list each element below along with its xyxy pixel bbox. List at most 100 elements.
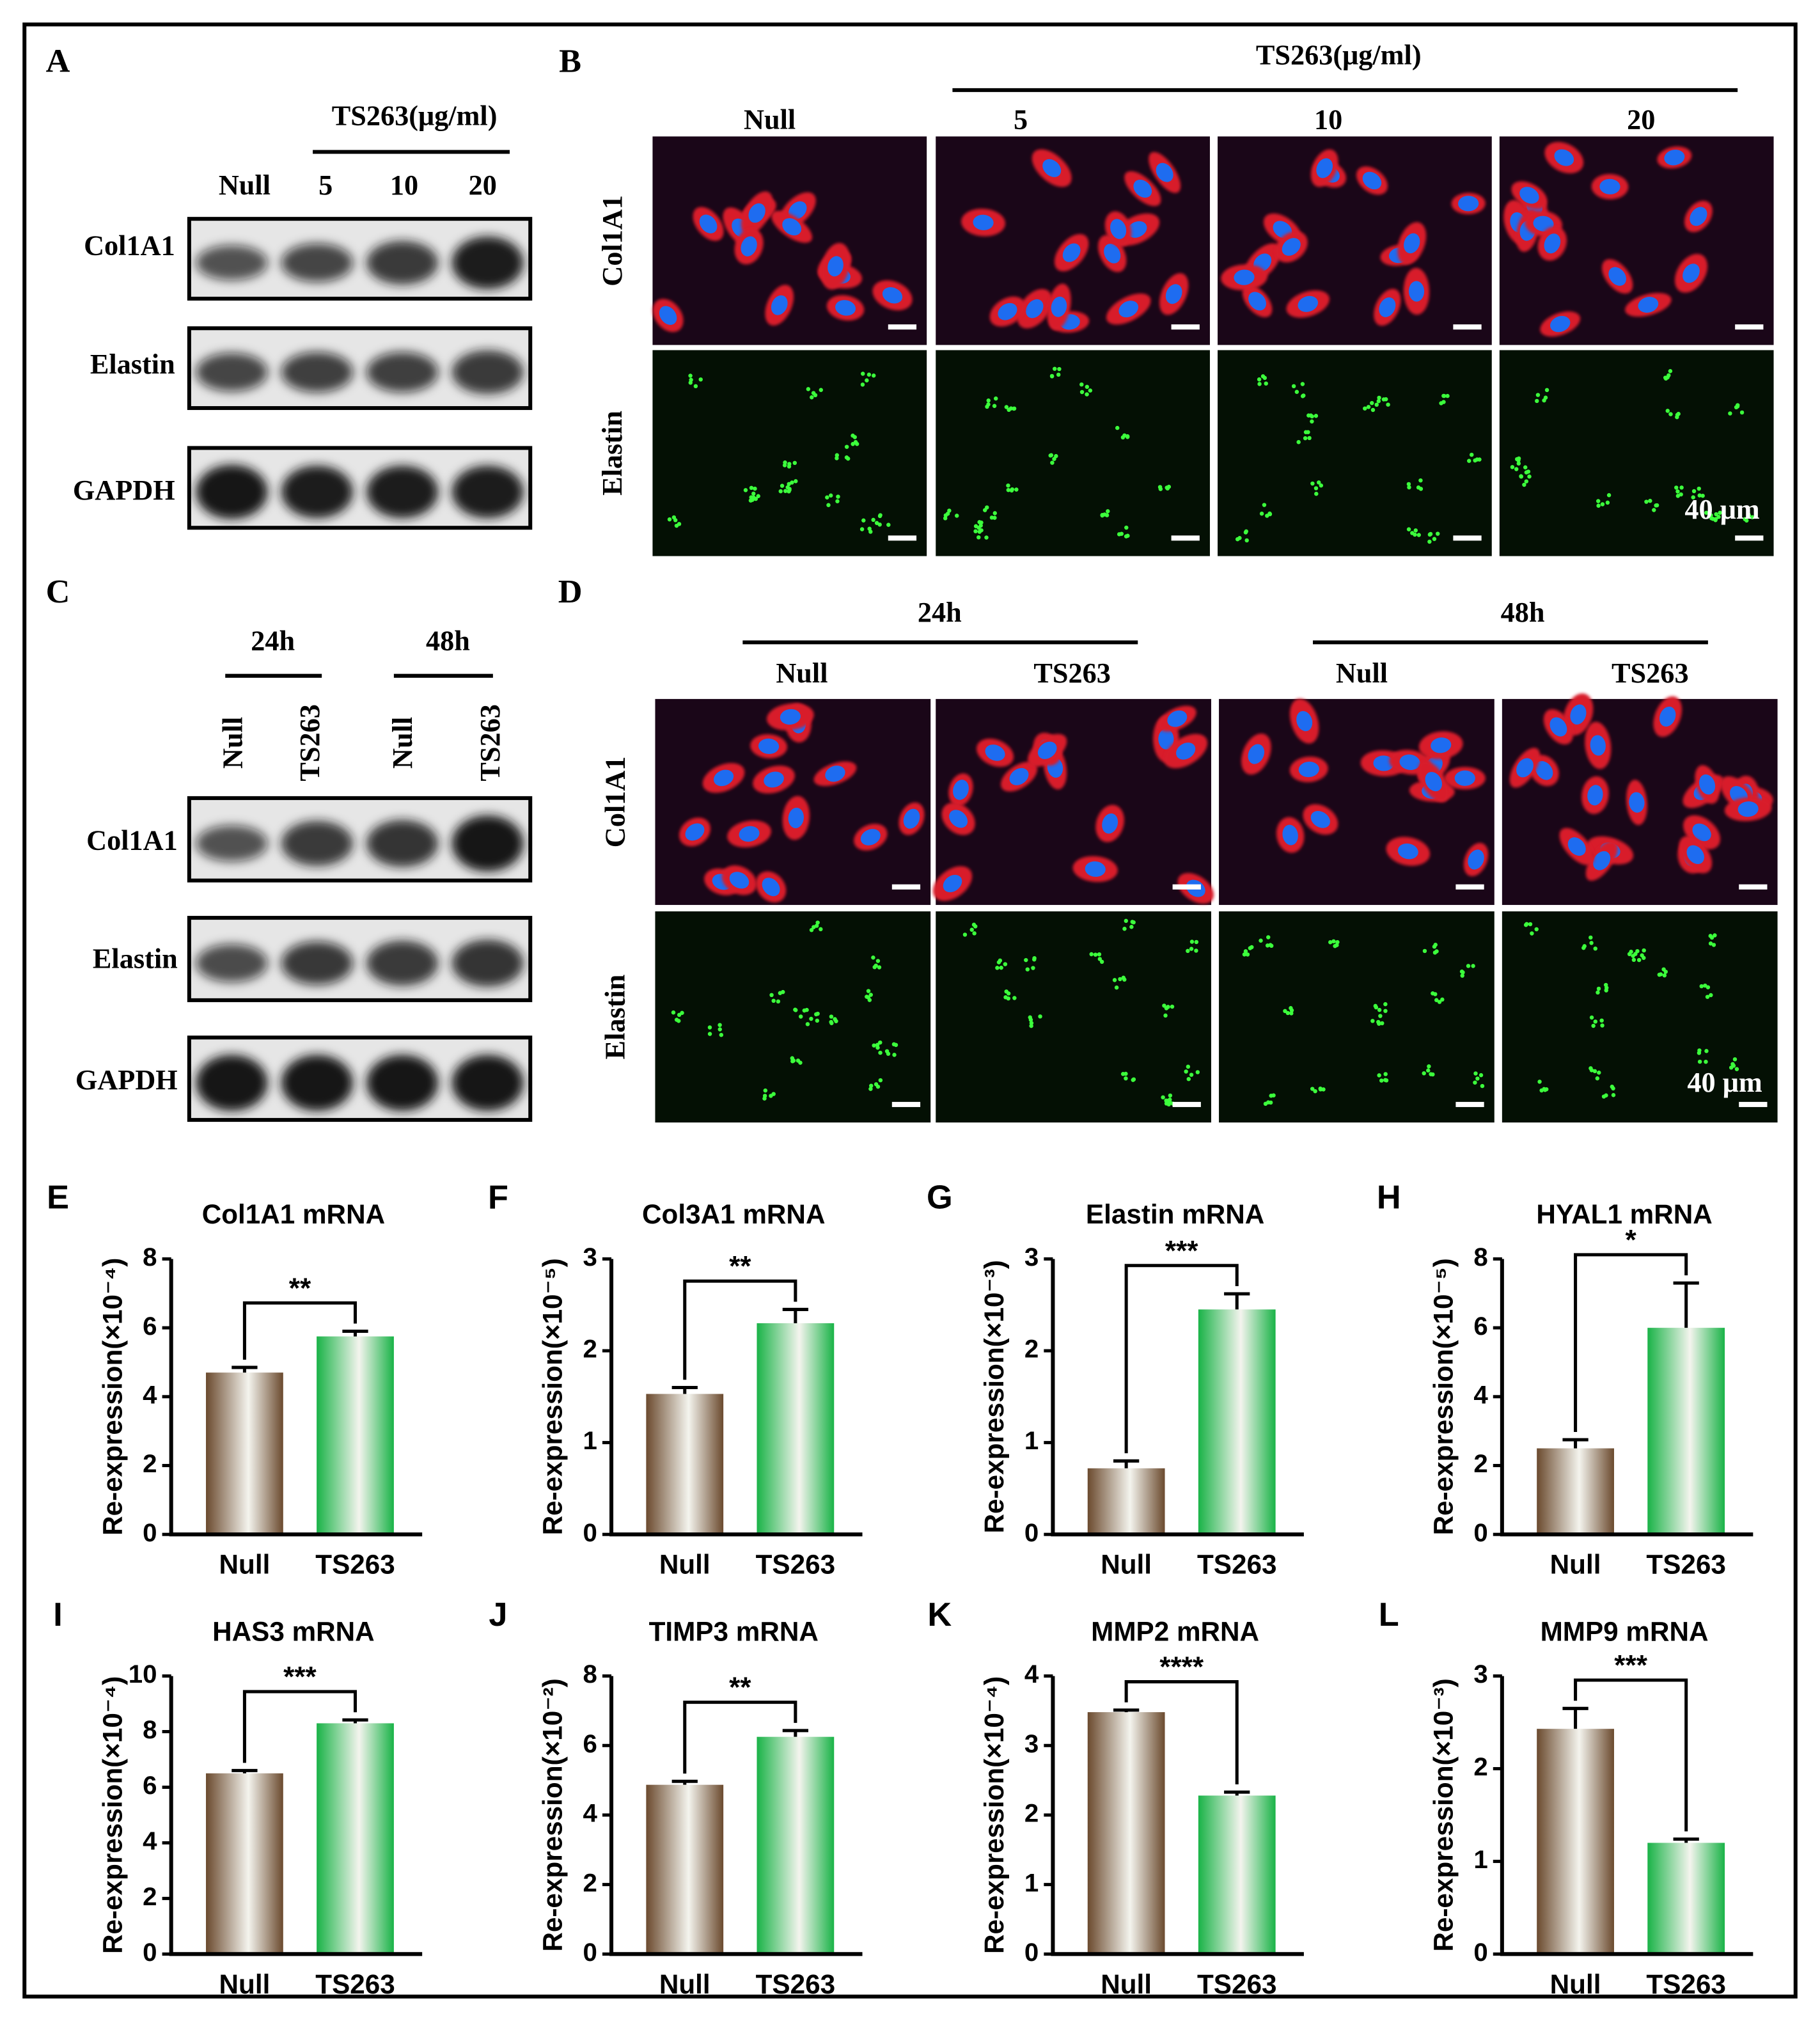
granule	[1700, 493, 1705, 498]
granule	[1120, 1072, 1126, 1076]
significance-label: *	[1626, 1224, 1637, 1255]
nucleus	[1659, 706, 1676, 727]
micrograph-bg	[1219, 911, 1494, 1123]
x-tick-label: Null	[659, 1550, 710, 1580]
granule	[1480, 1083, 1485, 1089]
granule	[1527, 474, 1532, 479]
granule	[866, 989, 871, 993]
granule	[1431, 1072, 1435, 1077]
y-tick-label: 6	[143, 1771, 157, 1800]
granule	[1661, 967, 1666, 971]
nucleus	[1404, 233, 1420, 254]
micrograph	[936, 136, 1210, 345]
granule	[1189, 1073, 1194, 1077]
nucleus	[1516, 758, 1534, 778]
nucleus	[1683, 263, 1700, 283]
nucleus	[1599, 178, 1620, 194]
granule	[836, 494, 840, 499]
granule	[1004, 989, 1008, 994]
granule	[1170, 1004, 1175, 1009]
granule	[878, 1078, 883, 1083]
granule	[1386, 402, 1390, 407]
y-tick-label: 10	[129, 1660, 157, 1688]
granule	[892, 1053, 897, 1057]
granule	[859, 527, 865, 531]
micrograph	[936, 911, 1211, 1123]
granule	[1648, 498, 1652, 503]
granule	[875, 1042, 880, 1047]
granule	[871, 955, 875, 960]
nucleus	[1535, 761, 1553, 780]
granule	[1475, 1076, 1480, 1081]
significance-label: **	[729, 1672, 751, 1703]
y-tick-label: 4	[1024, 1660, 1039, 1688]
granule	[1124, 918, 1129, 924]
granule	[1004, 405, 1009, 409]
granule	[1705, 995, 1710, 999]
granule	[805, 1022, 810, 1026]
panel-label: F	[488, 1179, 508, 1216]
nucleus	[771, 295, 788, 315]
granule	[688, 374, 693, 378]
granule	[1709, 513, 1713, 517]
error-bar	[1673, 1837, 1699, 1843]
y-tick-label: 6	[1473, 1312, 1487, 1341]
granule	[811, 391, 816, 395]
granule	[1313, 1089, 1317, 1094]
granule	[1122, 433, 1127, 438]
granule	[1242, 952, 1247, 957]
granule	[1708, 941, 1713, 946]
micrograph-bg	[652, 136, 927, 345]
granule	[1627, 952, 1632, 957]
error-bar	[231, 1768, 258, 1773]
granule	[1610, 1084, 1615, 1089]
granule	[1746, 514, 1752, 518]
granule	[780, 484, 785, 488]
granule	[1097, 957, 1102, 961]
y-tick-label: 0	[583, 1938, 597, 1967]
granule	[867, 372, 872, 377]
granule	[1510, 465, 1515, 469]
nucleus	[1316, 158, 1333, 178]
lane-label: 5	[318, 169, 333, 201]
granule	[875, 1084, 881, 1089]
nucleus	[1454, 770, 1475, 786]
granule	[809, 927, 814, 932]
granule	[1679, 485, 1684, 490]
granule	[1631, 954, 1635, 958]
y-tick-label: 8	[143, 1243, 157, 1271]
nucleus	[1664, 149, 1685, 166]
granule	[1662, 973, 1667, 978]
x-tick-label: TS263	[1197, 1550, 1276, 1580]
bar	[757, 1323, 835, 1535]
granule	[867, 526, 872, 531]
error-bar	[231, 1365, 258, 1373]
granule	[852, 435, 857, 439]
significance-bracket	[1574, 1678, 1688, 1832]
granule	[1731, 1064, 1736, 1068]
granule	[798, 1060, 803, 1065]
granule	[1697, 486, 1701, 491]
granule	[829, 1014, 834, 1019]
axes	[169, 1259, 423, 1537]
nucleus	[764, 771, 784, 788]
blot-band	[451, 350, 524, 395]
granule	[1459, 969, 1464, 974]
x-tick-label: TS263	[1646, 1969, 1725, 1999]
blot-band	[366, 820, 439, 867]
blot-band	[281, 243, 353, 282]
granule	[1654, 503, 1659, 508]
granule	[998, 958, 1003, 963]
nucleus	[860, 829, 881, 845]
granule	[1008, 406, 1014, 411]
chart-title: Elastin mRNA	[1086, 1199, 1264, 1229]
nucleus	[1397, 843, 1418, 860]
granule	[1699, 984, 1704, 989]
significance-bracket	[683, 1279, 797, 1380]
granule	[1186, 1064, 1191, 1069]
blot-band	[196, 245, 268, 281]
granule	[1718, 510, 1722, 515]
granule	[1006, 487, 1011, 492]
blot-band	[451, 466, 524, 519]
panel-label: A	[46, 43, 70, 80]
